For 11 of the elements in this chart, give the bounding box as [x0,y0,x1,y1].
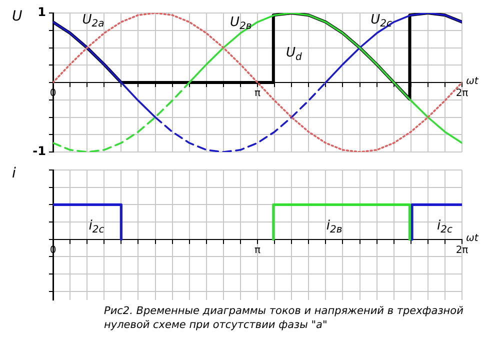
x-tick-label: 2π [456,88,468,100]
text: Рис2. Временные диаграммы токов и напряжений в трехфазной нулевой схеме при отсутствии фазы "а" [103,304,464,332]
x-tick-label: π [254,244,261,256]
x-tick-label: π [254,88,261,100]
y-tick-label: 1 [38,5,46,20]
y-tick-label: -1 [32,144,46,158]
y-axis-title: i [12,166,16,182]
y-axis-title: U [12,8,22,25]
x-axis-title: ωt [466,232,480,244]
x-axis-title: ωt [466,76,480,88]
x-tick-label: 2π [456,244,468,256]
